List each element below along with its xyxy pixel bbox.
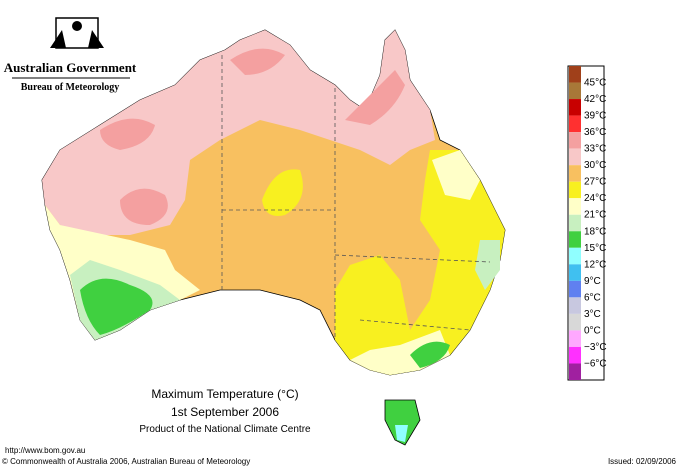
legend-label: 27°C [584,177,606,188]
legend-label: 18°C [584,226,606,237]
legend-label: −6°C [584,358,607,369]
legend-label: 45°C [584,78,606,89]
bureau-name: Bureau of Meteorology [21,82,120,93]
legend-label: −3°C [584,342,607,353]
government-name: Australian Government [4,60,137,75]
copyright: © Commonwealth of Australia 2006, Austra… [2,457,250,466]
legend-label: 24°C [584,193,606,204]
legend-label: 15°C [584,243,606,254]
legend-swatch [569,148,581,166]
legend-label: 9°C [584,276,601,287]
map-title: Maximum Temperature (°C) [151,387,298,401]
legend-swatch [569,99,581,116]
legend-swatch [569,313,581,331]
legend: 45°C 42°C 39°C 36°C 33°C 30°C 27°C 24°C 21°C 18°C… [567,65,607,381]
legend-swatch [569,264,581,281]
legend-swatch [569,181,581,199]
legend-swatch [569,132,581,149]
legend-label: 21°C [584,210,606,221]
legend-swatch [569,247,581,265]
legend-label: 0°C [584,325,601,336]
legend-swatch [569,231,581,248]
legend-label: 39°C [584,111,606,122]
logo [50,17,104,49]
legend-swatch [569,165,581,182]
legend-swatch [569,214,581,232]
legend-label: 6°C [584,292,601,303]
legend-swatch [569,115,581,133]
legend-label: 36°C [584,127,606,138]
legend-swatch [569,330,581,347]
legend-swatch [569,346,581,364]
australia-map [41,29,506,446]
legend-swatch [569,82,581,100]
legend-swatch [569,280,581,298]
legend-swatch [569,198,581,215]
legend-label: 3°C [584,309,601,320]
legend-swatch [569,297,581,314]
legend-label: 12°C [584,259,606,270]
legend-label: 30°C [584,160,606,171]
map-date: 1st September 2006 [171,405,279,419]
map-product: Product of the National Climate Centre [139,424,311,435]
issued-date: Issued: 02/09/2006 [608,457,677,466]
legend-label: 42°C [584,94,606,105]
legend-swatch [569,363,581,380]
source-url: http://www.bom.gov.au [5,446,85,455]
legend-label: 33°C [584,144,606,155]
legend-swatch [569,66,581,83]
